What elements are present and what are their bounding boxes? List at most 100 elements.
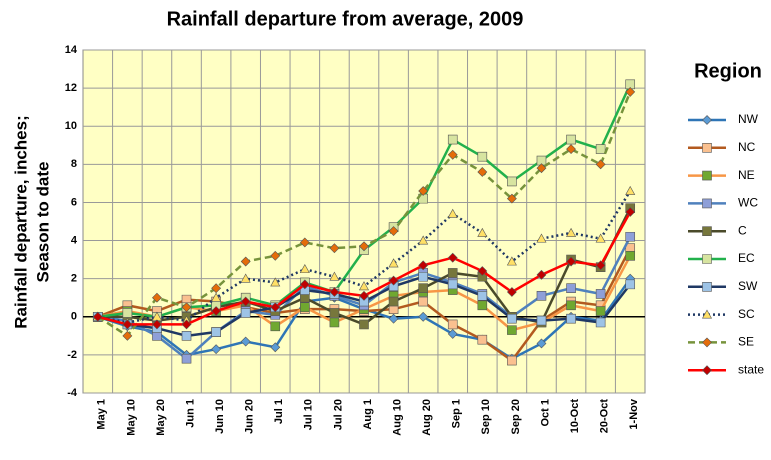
data-point (388, 226, 399, 236)
data-point (536, 338, 547, 349)
data-point (181, 319, 192, 330)
data-point (270, 302, 281, 313)
data-point (388, 313, 399, 324)
data-point (270, 277, 281, 287)
data-point (595, 159, 606, 170)
data-point (211, 292, 222, 302)
chart-title: Rainfall departure from average, 2009 (167, 8, 524, 30)
legend-label: SE (738, 335, 754, 349)
data-point (625, 231, 636, 242)
x-tick-label: May 10 (125, 399, 137, 436)
legend-label: WC (738, 196, 758, 210)
legend-label: SC (738, 307, 755, 321)
data-point (122, 330, 133, 341)
data-point (240, 308, 251, 318)
data-point (359, 241, 369, 252)
data-point (240, 296, 251, 307)
x-tick-label: Jul 10 (303, 399, 315, 430)
x-tick-label: Jul 20 (332, 399, 344, 430)
data-point (595, 289, 606, 299)
data-point (418, 311, 429, 322)
x-tick-label: May 1 (96, 399, 108, 430)
data-point (625, 279, 636, 290)
legend-marker (702, 254, 712, 264)
data-point (536, 291, 547, 301)
data-point (566, 134, 576, 145)
data-point (595, 306, 606, 316)
x-tick-label: Sep 1 (451, 399, 463, 428)
legend-marker (702, 365, 712, 376)
data-point (152, 319, 162, 330)
y-tick-label: -4 (67, 387, 78, 399)
data-point (506, 256, 517, 266)
data-point (447, 208, 458, 218)
legend-marker (702, 170, 712, 181)
data-point (595, 233, 606, 243)
data-point (625, 86, 636, 97)
y-axis-label: Rainfall departure, inches; (11, 115, 30, 329)
data-point (625, 185, 636, 195)
x-tick-label: Sep 20 (510, 399, 522, 434)
data-point (181, 331, 192, 341)
data-point (447, 319, 458, 330)
data-point (477, 151, 488, 162)
data-point (418, 260, 429, 271)
x-tick-label: 20-Oct (599, 399, 611, 434)
data-point (181, 302, 192, 313)
y-tick-label: 14 (65, 44, 78, 56)
x-tick-label: Jun 10 (214, 399, 226, 434)
data-point (447, 149, 458, 160)
data-point (595, 317, 606, 328)
x-tick-label: Sep 10 (480, 399, 492, 434)
data-point (625, 251, 636, 261)
x-tick-label: Aug 10 (391, 399, 403, 436)
data-point (240, 336, 251, 347)
data-point (536, 163, 547, 174)
data-point (477, 334, 488, 345)
data-point (270, 342, 281, 353)
x-tick-label: Jun 20 (244, 399, 256, 434)
data-point (625, 79, 636, 90)
data-point (566, 144, 576, 155)
data-point (418, 271, 428, 282)
data-point (625, 207, 636, 217)
data-point (418, 186, 429, 196)
data-point (418, 296, 428, 307)
legend-marker (702, 337, 712, 348)
data-point (211, 327, 221, 337)
data-point (270, 321, 281, 332)
data-point (536, 269, 547, 280)
data-point (447, 268, 458, 278)
data-point (507, 325, 517, 335)
data-point (299, 237, 310, 248)
data-point (299, 264, 310, 274)
legend-label: NE (738, 168, 755, 182)
legend-label: C (738, 223, 747, 237)
data-point (299, 279, 310, 290)
data-point (122, 319, 133, 330)
data-point (92, 311, 103, 322)
data-point (566, 300, 576, 311)
data-point (329, 308, 340, 318)
data-point (329, 317, 340, 328)
data-point (240, 273, 251, 283)
data-point (477, 291, 488, 301)
data-point (477, 227, 488, 237)
data-point (329, 243, 340, 254)
x-tick-label: Aug 1 (362, 399, 374, 430)
data-point (300, 302, 310, 313)
data-point (329, 271, 340, 281)
legend-label: NC (738, 140, 756, 154)
data-point (388, 258, 399, 268)
data-point (211, 306, 222, 316)
y-tick-label: 12 (65, 82, 77, 94)
data-point (358, 281, 370, 291)
y-axis-label: Season to date (33, 162, 52, 283)
data-point (477, 266, 488, 276)
x-tick-label: Jun 1 (184, 399, 196, 428)
data-point (566, 313, 576, 324)
data-point (506, 287, 517, 297)
legend-marker (701, 309, 713, 319)
y-tick-label: 6 (71, 196, 77, 208)
legend-label: state (738, 362, 764, 376)
